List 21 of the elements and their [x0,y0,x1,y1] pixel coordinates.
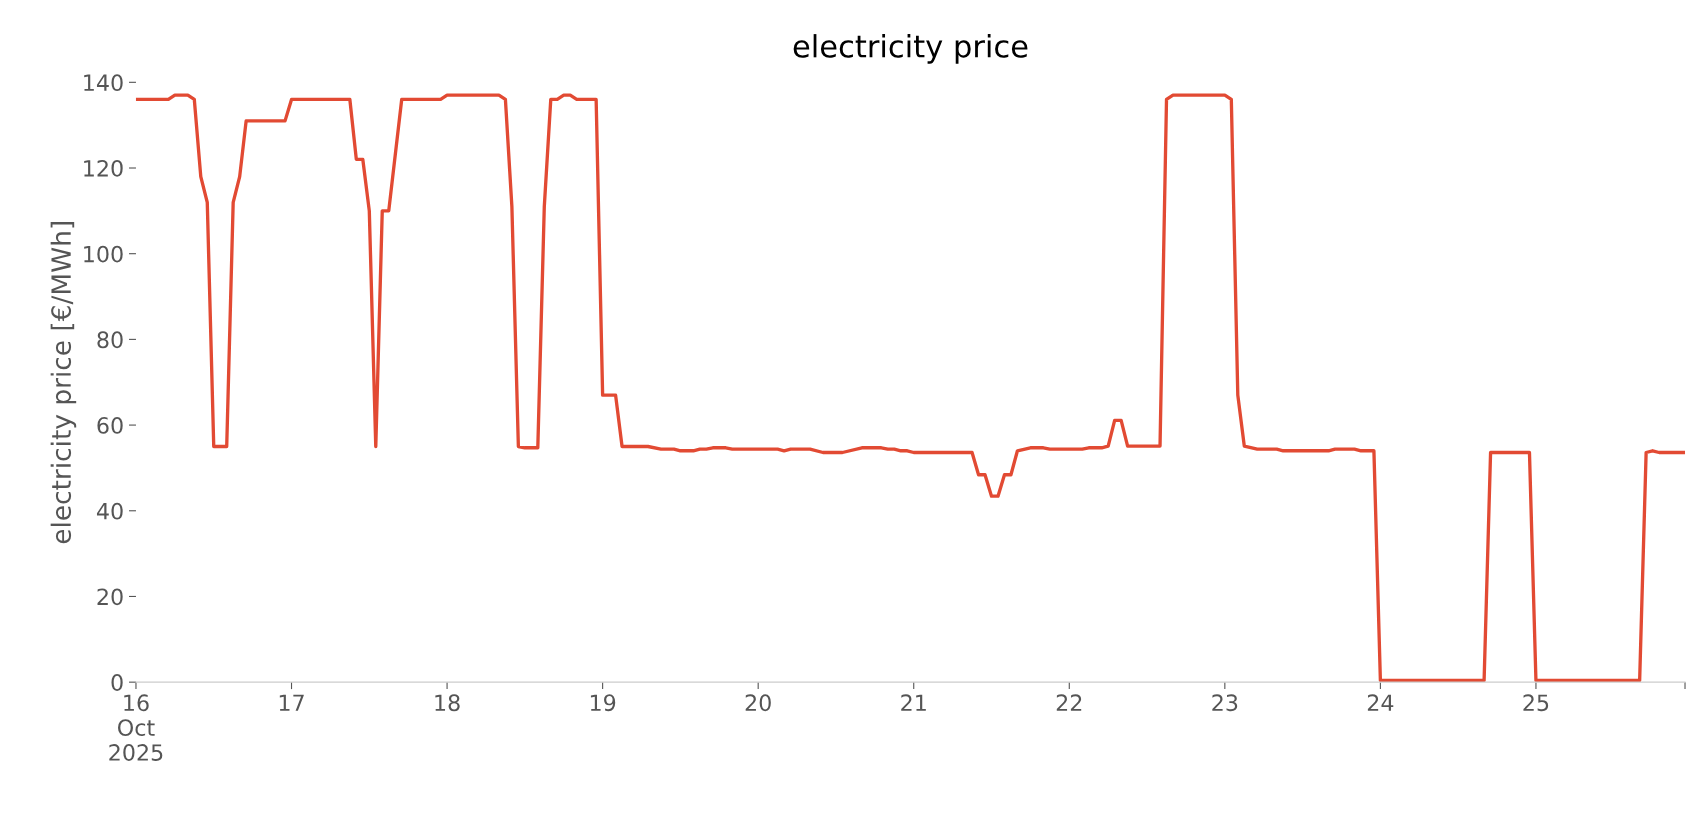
x-tick-label: 16 Oct 2025 [109,694,163,761]
x-tick-label: 25 [1523,694,1549,712]
x-tick-label: 23 [1212,694,1238,712]
y-tick-label: 100 [84,245,123,263]
y-tick-label: 20 [97,588,123,606]
y-tick-label: 0 [111,674,123,691]
y-tick-label: 120 [84,159,123,177]
x-tick-label: 18 [435,694,460,712]
y-tick-label: 80 [97,331,123,349]
y-tick-label: 140 [84,74,123,92]
x-tick-label: 17 [279,694,304,711]
x-tick-label: 22 [1056,694,1082,711]
y-tick-label: 40 [96,502,123,520]
y-axis-title: electricity price [€/MWh] [50,222,77,544]
x-tick-label: 21 [901,694,926,711]
y-tick-label: 60 [97,417,123,434]
x-tick-label: 24 [1367,694,1394,711]
x-tick-label: 20 [745,694,771,712]
chart-title: electricity price [793,34,1028,64]
line-series [135,93,1686,683]
x-tick-label: 19 [590,694,616,712]
